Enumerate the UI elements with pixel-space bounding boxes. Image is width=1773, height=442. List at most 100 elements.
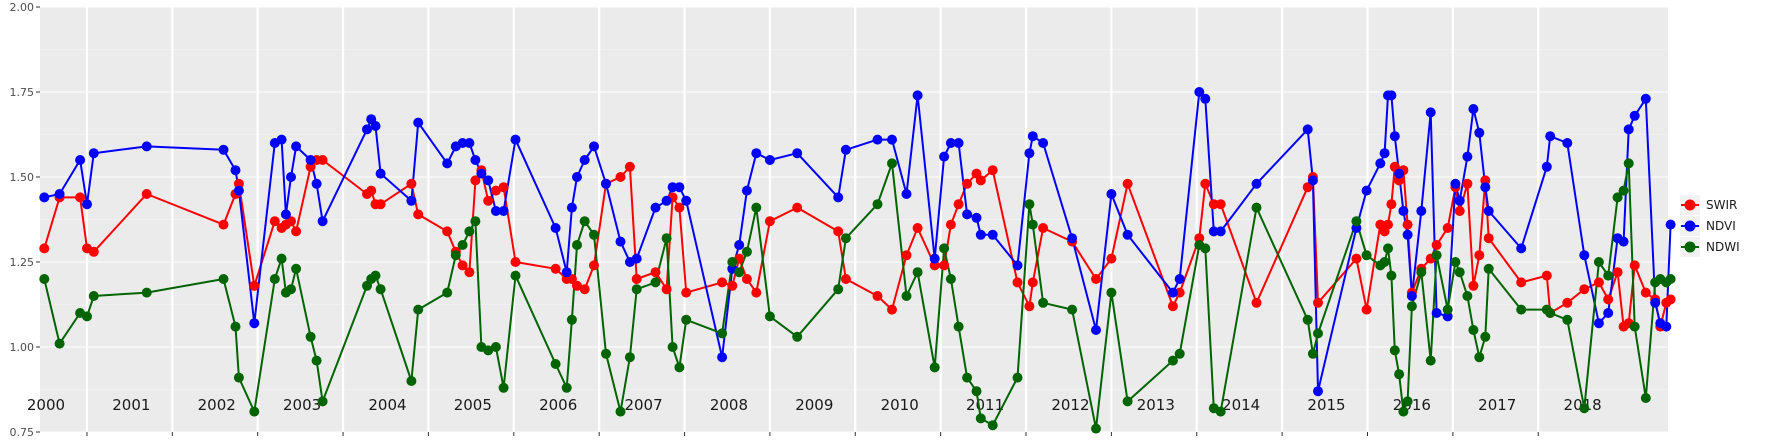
data-point	[1361, 250, 1372, 261]
data-point	[833, 284, 844, 295]
data-point	[1618, 185, 1629, 196]
data-point	[589, 229, 599, 240]
data-point	[681, 314, 692, 325]
data-point	[1442, 304, 1453, 315]
data-point	[681, 195, 692, 206]
year-label: 2001	[112, 396, 150, 414]
year-label: 2014	[1222, 396, 1260, 414]
data-point	[305, 155, 316, 165]
data-point	[1215, 406, 1226, 417]
data-point	[1398, 206, 1409, 216]
data-point	[406, 195, 417, 206]
data-point	[375, 199, 386, 210]
data-point	[457, 260, 468, 271]
data-point	[1379, 257, 1390, 267]
data-point	[1383, 243, 1393, 254]
data-point	[572, 172, 582, 182]
data-point	[88, 246, 99, 257]
data-point	[141, 287, 152, 298]
data-point	[631, 253, 642, 264]
data-point	[987, 420, 998, 431]
data-point	[490, 342, 501, 352]
series-line-ndvi	[44, 91, 1672, 393]
data-point	[650, 267, 661, 278]
data-point	[792, 331, 803, 342]
data-point	[1661, 321, 1672, 332]
data-point	[717, 328, 728, 339]
data-point	[230, 321, 241, 332]
data-point	[1091, 325, 1101, 335]
data-point	[650, 202, 661, 213]
data-point	[1351, 253, 1362, 264]
data-point	[1562, 314, 1573, 325]
data-point	[1454, 267, 1465, 278]
data-point	[1416, 206, 1427, 216]
data-point	[579, 284, 590, 295]
data-point	[1545, 308, 1556, 318]
data-point	[1450, 257, 1461, 267]
data-point	[1612, 267, 1623, 278]
data-point	[1351, 216, 1362, 227]
data-point	[1167, 355, 1178, 366]
data-point	[269, 274, 280, 284]
data-point	[1200, 178, 1211, 189]
data-point	[601, 178, 611, 189]
data-point	[681, 287, 692, 298]
data-point	[370, 121, 381, 131]
data-point	[579, 216, 590, 227]
data-point	[75, 192, 86, 203]
data-point	[1579, 250, 1590, 261]
data-point	[661, 195, 672, 206]
data-point	[1454, 206, 1465, 216]
data-point	[1665, 294, 1676, 305]
data-point	[311, 355, 322, 366]
data-point	[1038, 223, 1049, 233]
data-point	[230, 165, 241, 176]
data-point	[406, 376, 417, 386]
data-point	[1579, 403, 1590, 414]
data-point	[1122, 229, 1133, 240]
data-point	[1379, 148, 1390, 159]
data-point	[1215, 226, 1226, 237]
data-point	[510, 257, 521, 267]
data-point	[457, 240, 468, 250]
data-point	[792, 148, 803, 159]
data-point	[887, 304, 897, 315]
data-point	[971, 386, 982, 397]
data-point	[661, 284, 672, 295]
legend-key-point	[1684, 241, 1696, 253]
data-point	[929, 362, 940, 373]
data-point	[82, 199, 92, 210]
data-point	[1091, 423, 1101, 434]
series-points-swir	[39, 155, 1676, 332]
data-point	[1406, 301, 1417, 312]
data-point	[975, 175, 986, 186]
data-point	[218, 219, 229, 230]
data-point	[1629, 110, 1640, 121]
data-point	[1516, 277, 1527, 288]
data-point	[1416, 267, 1427, 278]
legend-label: NDVI	[1706, 219, 1736, 233]
data-point	[734, 267, 745, 278]
data-point	[566, 274, 577, 284]
data-point	[764, 216, 775, 227]
data-point	[939, 243, 950, 254]
data-point	[1215, 199, 1226, 210]
data-point	[1106, 287, 1117, 298]
data-point	[1425, 107, 1436, 118]
data-point	[840, 274, 851, 284]
data-point	[572, 240, 582, 250]
data-point	[1394, 369, 1405, 380]
y-tick-label: 0.75	[10, 426, 35, 439]
data-point	[717, 277, 728, 288]
data-point	[987, 229, 998, 240]
data-point	[572, 280, 582, 291]
data-point	[1483, 206, 1494, 216]
data-point	[615, 172, 626, 182]
data-point	[470, 155, 481, 165]
data-point	[1038, 297, 1049, 308]
data-point	[987, 165, 998, 176]
data-point	[1402, 396, 1413, 407]
data-point	[218, 144, 229, 155]
